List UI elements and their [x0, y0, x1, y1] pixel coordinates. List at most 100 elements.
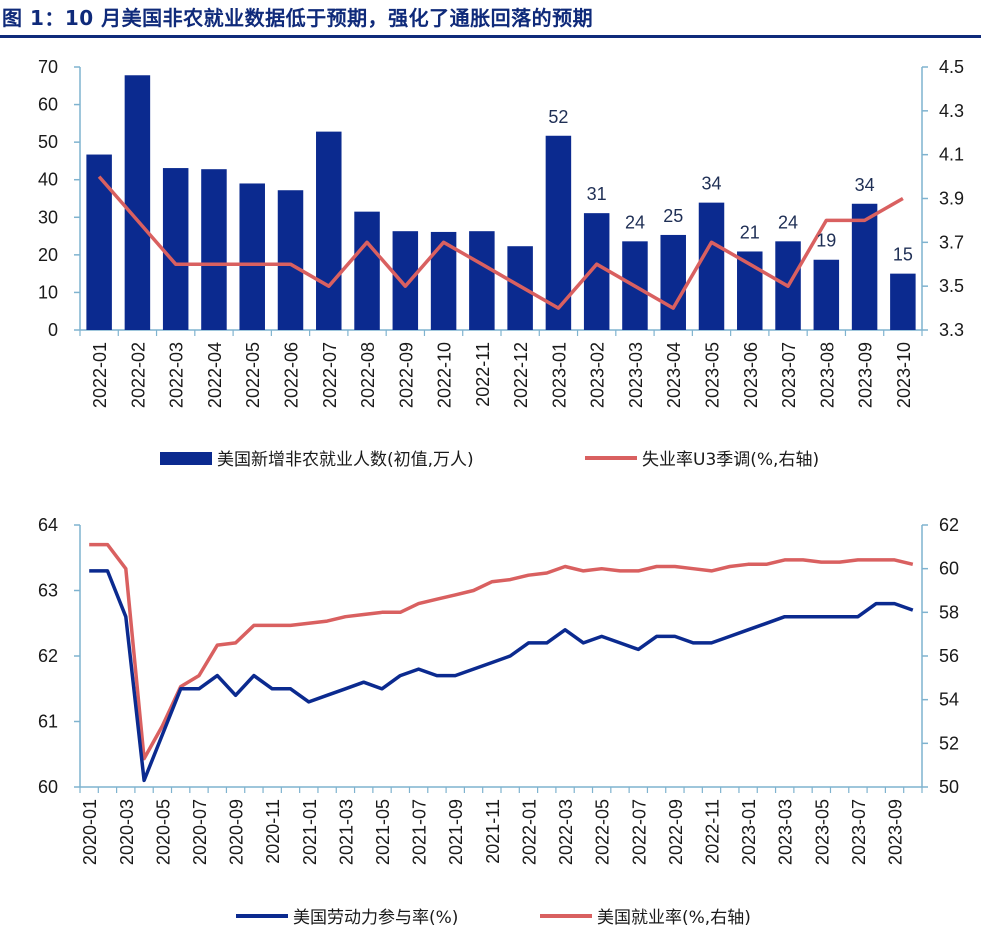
bar-data-label: 15	[893, 245, 913, 265]
x-tick-label: 2023-05	[812, 799, 832, 865]
x-tick-label: 2020-09	[227, 799, 247, 865]
right-y-tick-label: 58	[939, 602, 959, 622]
bar	[239, 183, 265, 330]
legend-label-participation: 美国劳动力参与率(%)	[293, 908, 458, 928]
bar	[545, 135, 572, 330]
right-y-tick-label: 3.7	[939, 232, 964, 252]
bar-data-label: 52	[548, 107, 568, 127]
bar-data-label: 34	[855, 175, 875, 195]
participation-rate-line	[89, 569, 914, 783]
x-tick-label: 2021-07	[410, 799, 430, 865]
x-tick-label: 2023-09	[856, 342, 876, 408]
bar-data-label: 25	[663, 206, 683, 226]
x-tick-label: 2020-01	[80, 799, 100, 865]
right-y-tick-label: 4.1	[939, 145, 964, 165]
x-tick-label: 2023-10	[894, 342, 914, 408]
legend-label-unemployment: 失业率U3季调(%,右轴)	[642, 450, 819, 470]
x-tick-label: 2022-10	[435, 342, 455, 408]
left-y-tick-label: 30	[38, 207, 58, 227]
x-tick-label: 2022-05	[243, 342, 263, 408]
x-tick-label: 2021-09	[446, 799, 466, 865]
bar	[851, 203, 878, 330]
left-y-tick-label: 20	[38, 245, 58, 265]
figure-title: 图 1：10 月美国非农就业数据低于预期，强化了通胀回落的预期	[2, 6, 594, 30]
bar-data-label: 19	[816, 231, 836, 251]
x-tick-label: 2023-01	[739, 799, 759, 865]
x-tick-label: 2022-02	[128, 342, 148, 408]
bar	[392, 231, 419, 330]
x-tick-label: 2023-07	[779, 342, 799, 408]
x-tick-label: 2022-01	[90, 342, 110, 408]
x-tick-label: 2020-03	[117, 799, 137, 865]
bar	[124, 75, 151, 330]
bar	[660, 234, 686, 330]
x-tick-label: 2022-03	[167, 342, 187, 408]
bar	[698, 202, 725, 330]
legend-label-payrolls: 美国新增非农就业人数(初值,万人)	[217, 450, 474, 470]
bar	[316, 131, 342, 330]
bar	[201, 169, 227, 330]
bar	[162, 168, 189, 330]
bar	[469, 231, 495, 330]
right-y-tick-label: 3.5	[939, 276, 964, 296]
right-y-tick-label: 3.3	[939, 320, 964, 340]
payrolls-unemployment-chart: 0 10 20 30 40 50 60 70 3.3 3.5 3.7 3.9 4.1 4.3 4.5 2022…	[38, 57, 964, 470]
bar	[354, 211, 380, 330]
right-y-tick-label: 4.5	[939, 57, 964, 77]
x-tick-label: 2022-08	[358, 342, 378, 408]
x-tick-label: 2022-03	[556, 799, 576, 865]
employment-rate-line	[89, 542, 914, 761]
right-y-tick-label: 60	[939, 559, 959, 579]
right-y-tick-label: 52	[939, 733, 959, 753]
unemployment-line	[97, 175, 904, 310]
x-tick-label: 2023-06	[741, 342, 761, 408]
bar-data-label: 24	[778, 212, 798, 232]
left-y-tick-label: 62	[38, 646, 58, 666]
x-tick-label: 2022-11	[473, 342, 493, 407]
legend-label-employment: 美国就业率(%,右轴)	[597, 908, 751, 928]
x-tick-label: 2023-09	[886, 799, 906, 865]
bar	[813, 259, 840, 330]
bar	[86, 154, 112, 330]
left-y-tick-label: 70	[38, 57, 58, 77]
left-y-tick-label: 61	[38, 712, 58, 732]
x-tick-label: 2021-11	[483, 799, 503, 864]
right-y-tick-label: 50	[939, 777, 959, 797]
left-y-tick-label: 50	[38, 132, 58, 152]
x-tick-label: 2023-04	[664, 342, 684, 408]
right-y-tick-label: 56	[939, 646, 959, 666]
left-y-tick-label: 10	[38, 282, 58, 302]
x-tick-label: 2022-04	[205, 342, 225, 408]
right-y-tick-label: 3.9	[939, 189, 964, 209]
left-y-tick-label: 0	[48, 320, 58, 340]
x-tick-label: 2023-07	[849, 799, 869, 865]
legend-swatch-payrolls	[160, 452, 212, 465]
left-y-tick-label: 60	[38, 777, 58, 797]
left-y-tick-label: 40	[38, 170, 58, 190]
bar	[583, 213, 610, 330]
x-tick-label: 2022-09	[666, 799, 686, 865]
x-tick-label: 2022-06	[282, 342, 302, 408]
left-y-tick-label: 60	[38, 95, 58, 115]
bar-data-label: 31	[587, 184, 607, 204]
bar-data-label: 21	[740, 222, 760, 242]
bar	[890, 273, 916, 330]
x-tick-label: 2021-05	[373, 799, 393, 865]
x-tick-label: 2021-03	[336, 799, 356, 865]
x-tick-label: 2021-01	[300, 799, 320, 865]
bar-data-label: 34	[701, 174, 721, 194]
x-tick-label: 2020-05	[153, 799, 173, 865]
x-tick-label: 2022-09	[396, 342, 416, 408]
x-tick-label: 2022-05	[593, 799, 613, 865]
x-tick-label: 2020-07	[190, 799, 210, 865]
left-y-tick-label: 63	[38, 581, 58, 601]
participation-employment-chart: 60 61 62 63 64 50 52 54 56 58 60 62 2020-01 2020-03 20…	[38, 515, 959, 928]
right-y-tick-label: 4.3	[939, 101, 964, 121]
right-y-tick-label: 54	[939, 690, 959, 710]
title-rule	[0, 35, 981, 38]
x-tick-label: 2023-05	[703, 342, 723, 408]
bar	[277, 190, 304, 330]
bar-data-label: 24	[625, 212, 645, 232]
x-tick-label: 2020-11	[263, 799, 283, 864]
